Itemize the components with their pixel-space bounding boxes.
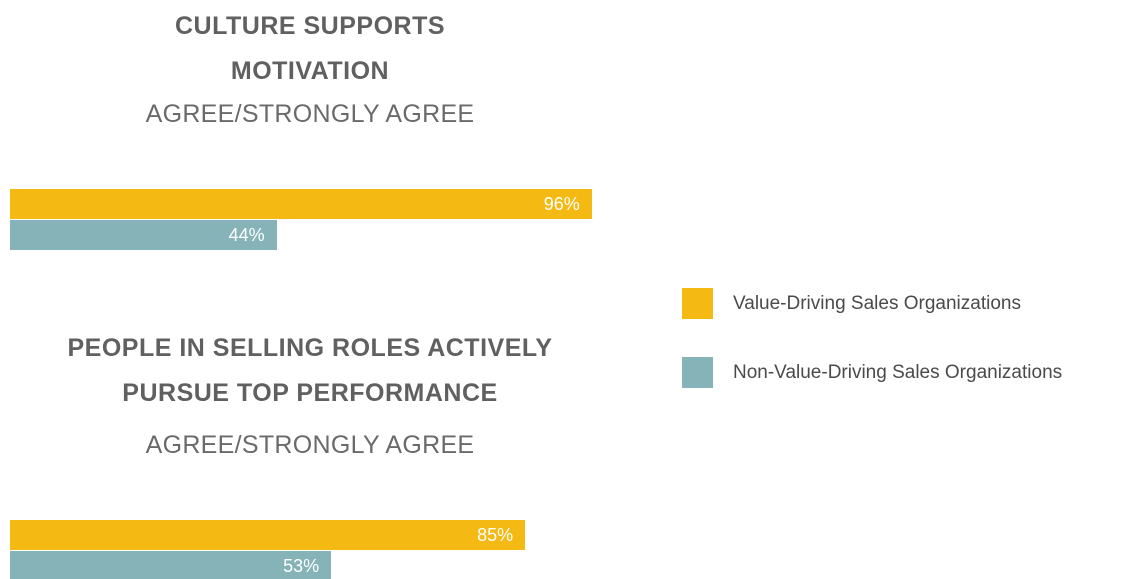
value-label: 44% <box>228 225 265 245</box>
bar <box>10 189 592 219</box>
bar <box>10 520 526 550</box>
bar <box>10 220 277 250</box>
value-label: 85% <box>477 525 514 545</box>
category-subtitle: AGREE/STRONGLY AGREE <box>145 100 475 128</box>
category-subtitle: AGREE/STRONGLY AGREE <box>145 431 475 459</box>
value-label: 53% <box>283 556 320 576</box>
legend-label: Non-Value-Driving Sales Organizations <box>733 362 1063 383</box>
legend-swatch <box>682 357 713 388</box>
value-label: 96% <box>543 194 580 214</box>
legend-label: Value-Driving Sales Organizations <box>733 293 1021 314</box>
category-title: CULTURE SUPPORTS MOTIVATION <box>174 12 446 85</box>
bar <box>10 551 332 579</box>
category-title: PEOPLE IN SELLING ROLES ACTIVELY PURSUE … <box>67 334 553 407</box>
legend-swatch <box>682 288 713 319</box>
